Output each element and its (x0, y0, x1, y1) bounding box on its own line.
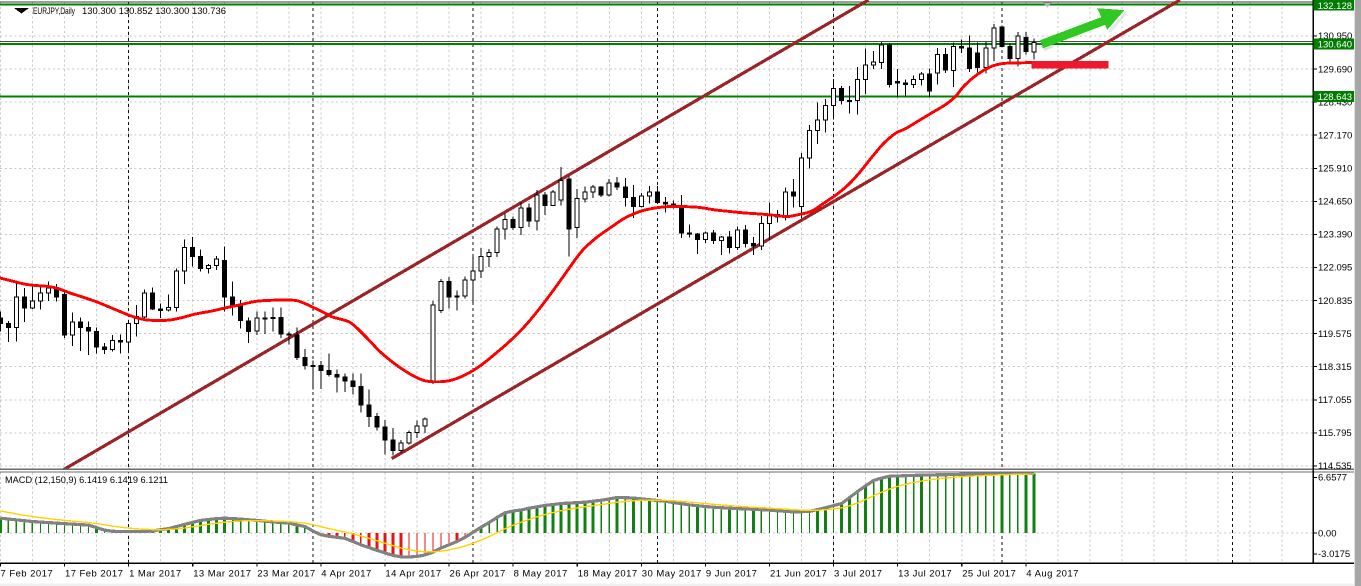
svg-text:7 Feb 2017: 7 Feb 2017 (1, 568, 54, 579)
svg-text:130.640: 130.640 (1318, 40, 1352, 51)
svg-text:114.535: 114.535 (1318, 461, 1352, 472)
svg-text:MACD (12,150,9) 6.1419 6.1419: MACD (12,150,9) 6.1419 6.1419 6.1211 (5, 475, 168, 486)
svg-text:117.055: 117.055 (1318, 395, 1352, 406)
svg-text:6.6577: 6.6577 (1318, 473, 1347, 484)
svg-text:0.00: 0.00 (1318, 528, 1337, 539)
svg-text:115.795: 115.795 (1318, 428, 1352, 439)
svg-text:13 Jul 2017: 13 Jul 2017 (898, 568, 952, 579)
svg-text:8 May 2017: 8 May 2017 (514, 568, 568, 579)
svg-text:26 Apr 2017: 26 Apr 2017 (450, 568, 506, 579)
svg-text:119.575: 119.575 (1318, 329, 1352, 340)
svg-text:14 Apr 2017: 14 Apr 2017 (385, 568, 441, 579)
svg-text:118.315: 118.315 (1318, 362, 1352, 373)
svg-text:122.095: 122.095 (1318, 263, 1352, 274)
svg-text:9 Jun 2017: 9 Jun 2017 (706, 568, 758, 579)
svg-text:21 Jun 2017: 21 Jun 2017 (770, 568, 827, 579)
svg-text:25 Jul 2017: 25 Jul 2017 (962, 568, 1016, 579)
svg-text:123.390: 123.390 (1318, 230, 1352, 241)
svg-text:132.128: 132.128 (1318, 1, 1352, 12)
svg-text:13 Mar 2017: 13 Mar 2017 (193, 568, 251, 579)
svg-text:129.690: 129.690 (1318, 64, 1352, 75)
svg-text:23 Mar 2017: 23 Mar 2017 (257, 568, 315, 579)
svg-text:128.643: 128.643 (1318, 92, 1352, 103)
svg-text:EURJPY,Daily: EURJPY,Daily (33, 6, 75, 17)
svg-text:30 May 2017: 30 May 2017 (642, 568, 702, 579)
svg-text:128.430: 128.430 (1318, 97, 1352, 108)
svg-text:124.650: 124.650 (1318, 197, 1352, 208)
svg-text:17 Feb 2017: 17 Feb 2017 (65, 568, 123, 579)
svg-text:120.835: 120.835 (1318, 296, 1352, 307)
svg-text:130.300 130.852 130.300 130.73: 130.300 130.852 130.300 130.736 (82, 6, 226, 17)
svg-text:4 Aug 2017: 4 Aug 2017 (1026, 568, 1079, 579)
svg-text:125.910: 125.910 (1318, 164, 1352, 175)
svg-text:130.950: 130.950 (1318, 31, 1352, 42)
svg-text:1 Mar 2017: 1 Mar 2017 (129, 568, 182, 579)
svg-text:-3.0175: -3.0175 (1318, 549, 1350, 560)
svg-text:4 Apr 2017: 4 Apr 2017 (321, 568, 371, 579)
svg-text:127.170: 127.170 (1318, 130, 1352, 141)
svg-text:18 May 2017: 18 May 2017 (578, 568, 638, 579)
svg-text:3 Jul 2017: 3 Jul 2017 (834, 568, 882, 579)
